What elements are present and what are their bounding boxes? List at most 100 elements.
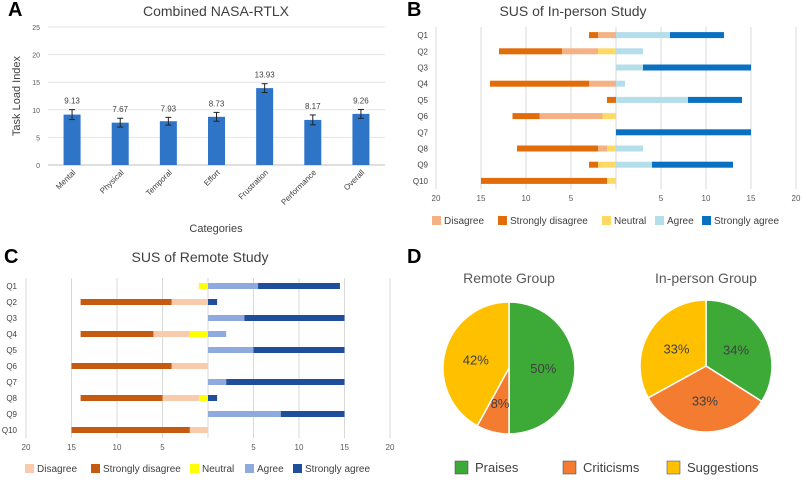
x-tick-label: 10 [522, 194, 531, 203]
pie-slice-suggestions [442, 301, 510, 427]
bar-q8-disagree [598, 145, 607, 152]
y-tick-label: Q2 [6, 298, 17, 307]
legend-label: Neutral [202, 464, 234, 475]
bar-q5-strongly-agree [253, 347, 345, 353]
chart-title: SUS of Remote Study [132, 249, 269, 265]
chart-title: Combined NASA-RTLX [143, 3, 290, 19]
bar-q9-neutral [598, 161, 616, 168]
y-tick-label: Q7 [6, 378, 17, 387]
y-tick-label: Q4 [417, 80, 428, 89]
y-tick-label: Q1 [417, 31, 428, 40]
bar-q2-agree [616, 48, 643, 55]
x-tick-label: 15 [340, 443, 349, 452]
bar-q4-disagree [589, 80, 616, 87]
legend-label: Agree [257, 464, 284, 475]
data-label: 9.26 [353, 96, 369, 105]
legend-label: Praises [475, 460, 519, 475]
bar-q9-agree [208, 411, 281, 417]
legend-swatch-neutral [190, 464, 199, 473]
legend-label: Strongly disagree [103, 464, 181, 475]
legend-label: Suggestions [687, 460, 759, 475]
data-label: 7.93 [161, 104, 177, 113]
x-tick-label: 20 [792, 194, 801, 203]
x-tick-label: 10 [702, 194, 711, 203]
x-tick-label: 5 [659, 194, 664, 203]
panel-label-d: D [407, 246, 422, 268]
legend-label: Criticisms [583, 460, 640, 475]
data-label: 8.73 [209, 99, 225, 108]
bar-q10-neutral [607, 177, 616, 184]
legend-swatch-agree [655, 216, 664, 225]
legend-swatch-strongly-agree [702, 216, 711, 225]
bar-q1-disagree [598, 32, 616, 39]
bar-q5-strongly-disagree [607, 96, 616, 103]
x-tick-label: 15 [747, 194, 756, 203]
bar-q3-agree [616, 64, 643, 71]
legend-swatch-disagree [25, 464, 34, 473]
bar-q4-strongly-disagree [490, 80, 589, 87]
y-tick-label: Q1 [6, 282, 17, 291]
y-tick-label: Q8 [6, 394, 17, 403]
y-axis-label: Task Load Index [11, 55, 23, 136]
bar-q7-agree [208, 379, 227, 385]
legend-label: Neutral [614, 216, 646, 227]
bar-q2-disagree [562, 48, 598, 55]
bar-q1-neutral [198, 283, 208, 289]
bar-q4-strongly-disagree [80, 331, 154, 337]
bar-q2-disagree [171, 299, 208, 305]
bar-mental [63, 114, 81, 165]
x-tick-label: 15 [477, 194, 486, 203]
bar-q6-disagree [171, 363, 208, 369]
bar-q6-strongly-disagree [71, 363, 172, 369]
y-tick-label: 0 [36, 163, 40, 170]
y-tick-label: Q7 [417, 128, 428, 137]
bar-effort [208, 116, 225, 165]
bar-q2-strongly-disagree [499, 48, 562, 55]
legend-swatch-neutral [602, 216, 611, 225]
chart-title: SUS of In-person Study [499, 3, 646, 19]
x-tick-label: 20 [22, 443, 31, 452]
legend-label: Strongly agree [714, 216, 779, 227]
bar-q9-strongly-agree [280, 411, 345, 417]
legend-swatch-praises [454, 460, 469, 475]
y-tick-label: Q8 [417, 145, 428, 154]
panel-label-c: C [4, 246, 19, 268]
bar-q2-strongly-disagree [80, 299, 172, 305]
y-tick-label: Q6 [6, 362, 17, 371]
bar-q9-agree [616, 161, 652, 168]
bar-q8-agree [616, 145, 643, 152]
bar-q8-strongly-disagree [517, 145, 598, 152]
bar-q10-disagree [189, 427, 208, 433]
bar-q2-strongly-agree [208, 299, 218, 305]
data-label: 13.93 [255, 71, 276, 80]
bar-overall [352, 113, 370, 165]
pie-title: In-person Group [655, 270, 757, 286]
y-tick-label: 5 [36, 135, 40, 142]
bar-q1-agree [616, 32, 670, 39]
legend-swatch-strongly-disagree [91, 464, 100, 473]
y-tick-label: Q5 [417, 96, 428, 105]
panel-label-b: B [407, 0, 422, 21]
bar-physical [111, 122, 129, 165]
bar-q8-strongly-disagree [80, 395, 163, 401]
x-tick-label: 5 [160, 443, 165, 452]
x-tick-label: 20 [432, 194, 441, 203]
slice-label: 33% [663, 342, 689, 357]
pie-slice-praises [508, 301, 576, 435]
legend-swatch-strongly-disagree [498, 216, 507, 225]
pie-title: Remote Group [463, 270, 555, 286]
pie-slice-suggestions [639, 299, 707, 399]
bar-performance [304, 119, 322, 165]
data-label: 7.67 [112, 105, 128, 114]
slice-label: 8% [491, 396, 510, 411]
bar-q2-neutral [598, 48, 616, 55]
x-tick-label: 5 [569, 194, 574, 203]
y-tick-label: Q4 [6, 330, 17, 339]
bar-q1-agree [208, 283, 259, 289]
legend-label: Agree [667, 216, 694, 227]
bar-q6-neutral [602, 113, 616, 120]
legend-label: Disagree [37, 464, 77, 475]
